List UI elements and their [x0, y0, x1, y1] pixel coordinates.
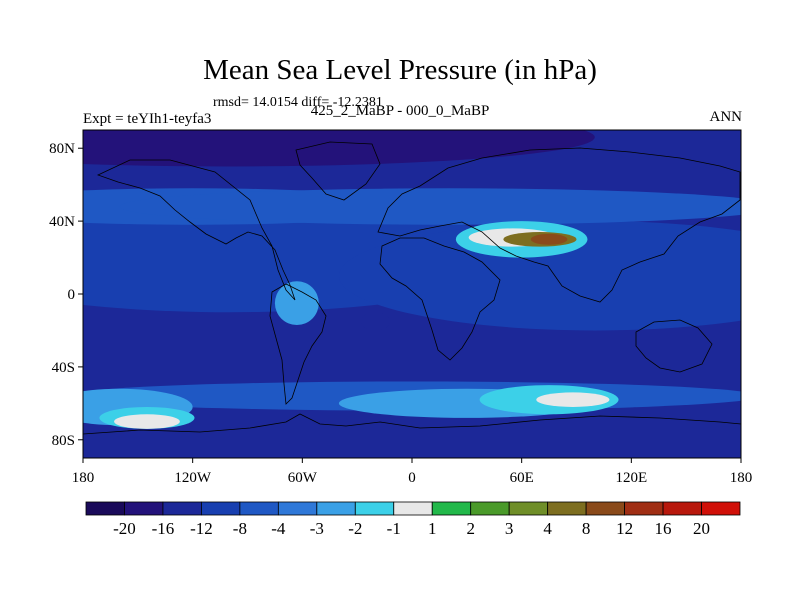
- colorbar: -20 -16 -12 -8 -4 -3 -2 -1 1 2 3 4 8 12 16 20: [85, 501, 741, 538]
- x-tick-label: 180: [72, 470, 95, 486]
- colorbar-swatch-8: [393, 501, 433, 516]
- colorbar-label: -16: [152, 519, 175, 538]
- y-tick-label: 0: [68, 287, 76, 303]
- y-tick-label: 80S: [52, 433, 75, 449]
- colorbar-label: -4: [271, 519, 286, 538]
- experiment-label: Expt = teYIh1-teyfa3: [83, 111, 212, 127]
- colorbar-swatch-2: [162, 501, 202, 516]
- colorbar-label: -2: [348, 519, 362, 538]
- x-tick-label: 120W: [174, 470, 212, 486]
- y-axis: 80N 40N 0 40S 80S: [49, 141, 83, 449]
- colorbar-label: -8: [233, 519, 247, 538]
- colorbar-swatch-9: [431, 501, 472, 516]
- colorbar-label: 4: [543, 519, 552, 538]
- colorbar-swatch-10: [470, 501, 510, 516]
- colorbar-label: 1: [428, 519, 437, 538]
- coastline-north-america: [96, 159, 296, 301]
- colorbar-label: 12: [616, 519, 633, 538]
- colorbar-swatch-3: [201, 501, 241, 516]
- coastline-africa: [379, 237, 501, 361]
- colorbar-swatch-1: [124, 501, 164, 516]
- colorbar-swatch-7: [354, 501, 395, 516]
- chart-subtitle: 425_2_MaBP - 000_0_MaBP: [310, 103, 490, 119]
- x-tick-label: 60E: [510, 470, 534, 486]
- anomaly-region-15: [530, 233, 568, 245]
- coastline-australia: [635, 319, 713, 373]
- anomaly-region-2: [338, 221, 741, 331]
- y-tick-label: 80N: [49, 141, 75, 157]
- colorbar-swatch-4: [239, 501, 279, 516]
- colorbar-swatch-13: [585, 501, 625, 516]
- anomaly-region-8: [114, 414, 180, 429]
- colorbar-swatch-5: [277, 501, 318, 516]
- colorbar-label: 16: [655, 519, 672, 538]
- colorbar-label: 3: [505, 519, 514, 538]
- y-tick-label: 40N: [49, 214, 75, 230]
- season-label: ANN: [709, 109, 743, 125]
- chart-title: Mean Sea Level Pressure (in hPa): [203, 54, 597, 86]
- coastline-greenland: [295, 141, 381, 201]
- colorbar-swatch-11: [508, 501, 549, 516]
- colorbar-label: 20: [693, 519, 710, 538]
- coastlines: [83, 141, 741, 435]
- x-axis: 180 120W 60W 0 60E 120E 180: [72, 458, 753, 486]
- x-tick-label: 0: [408, 470, 416, 486]
- colorbar-swatch-16: [701, 501, 741, 516]
- x-tick-label: 180: [730, 470, 753, 486]
- colorbar-swatch-12: [547, 501, 587, 516]
- coastline-antarctica: [83, 413, 741, 435]
- anomaly-region-17: [360, 312, 391, 331]
- colorbar-swatch-0: [85, 501, 125, 516]
- y-tick-label: 40S: [52, 360, 75, 376]
- anomaly-region-11: [536, 392, 610, 407]
- anomaly-region-16: [274, 281, 319, 325]
- colorbar-label: 8: [582, 519, 591, 538]
- colorbar-swatch-14: [624, 501, 664, 516]
- x-tick-label: 60W: [288, 470, 318, 486]
- colorbar-label: -20: [113, 519, 136, 538]
- colorbar-label: -3: [310, 519, 324, 538]
- coastline-eurasia: [377, 147, 741, 303]
- colorbar-label: -12: [190, 519, 213, 538]
- colorbar-swatch-6: [316, 501, 356, 516]
- rmsd-diff-label: rmsd= 14.0154 diff= -12.2381: [213, 95, 383, 110]
- colorbar-label: -1: [387, 519, 401, 538]
- colorbar-label: 2: [466, 519, 475, 538]
- colorbar-swatch-15: [662, 501, 702, 516]
- coastline-south-america: [269, 283, 327, 405]
- x-tick-label: 120E: [615, 470, 647, 486]
- anomaly-region-0: [83, 130, 595, 167]
- anomaly-region-4: [119, 188, 741, 225]
